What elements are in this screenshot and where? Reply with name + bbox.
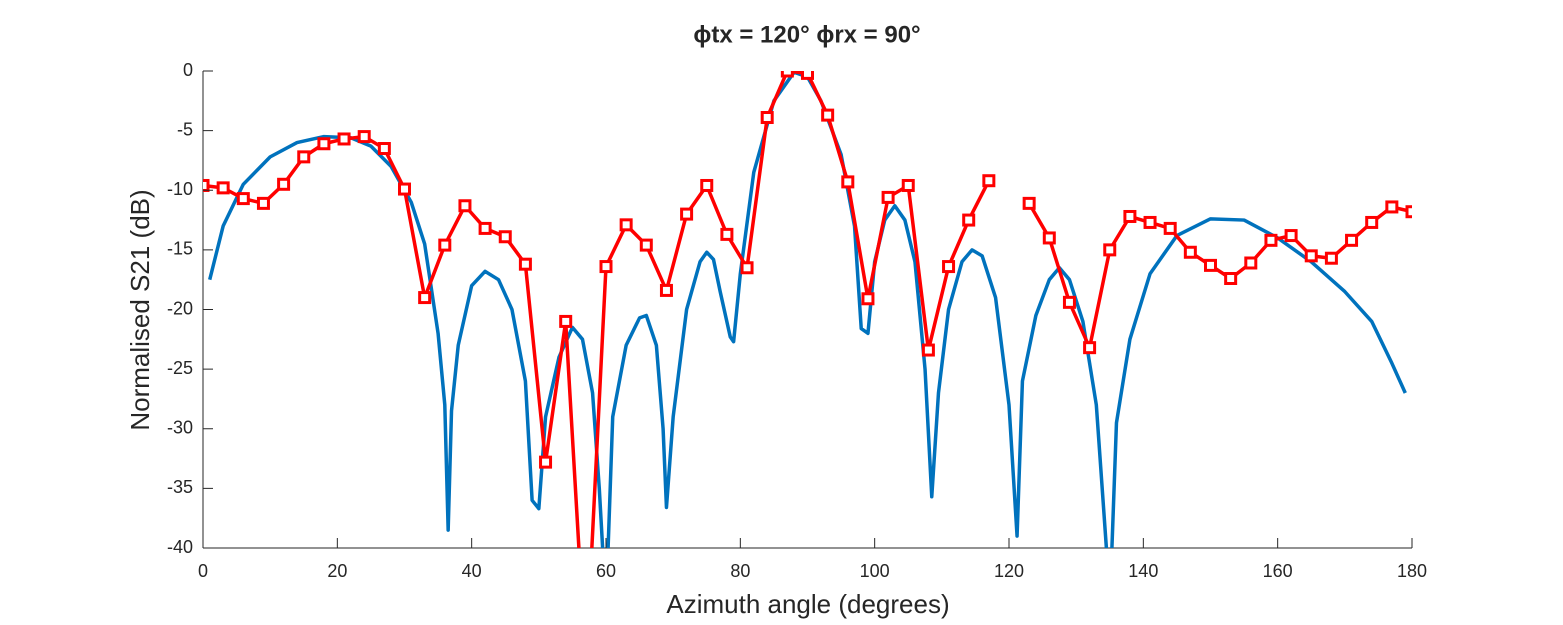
marker bbox=[539, 455, 553, 469]
x-tick-label: 80 bbox=[730, 561, 750, 581]
x-tick-label: 140 bbox=[1128, 561, 1158, 581]
marker bbox=[1143, 215, 1157, 229]
y-tick-label: 0 bbox=[183, 60, 193, 80]
marker bbox=[801, 71, 814, 80]
marker bbox=[982, 174, 996, 188]
y-tick-label: -10 bbox=[167, 179, 193, 199]
series-line bbox=[208, 71, 1407, 548]
marker bbox=[1183, 245, 1197, 259]
x-tick-label: 100 bbox=[860, 561, 890, 581]
marker bbox=[740, 261, 754, 275]
marker bbox=[680, 207, 694, 221]
y-tick-label: -30 bbox=[167, 418, 193, 438]
marker bbox=[1042, 231, 1056, 245]
marker bbox=[780, 71, 794, 78]
marker bbox=[357, 130, 371, 144]
chart-title: ϕtx = 120° ϕrx = 90° bbox=[693, 21, 920, 48]
y-axis-label: Normalised S21 (dB) bbox=[125, 189, 155, 430]
marker bbox=[619, 218, 633, 232]
y-tick-label: -5 bbox=[177, 119, 193, 139]
marker bbox=[962, 213, 976, 227]
marker bbox=[1204, 258, 1217, 272]
marker bbox=[1163, 221, 1177, 235]
marker bbox=[881, 190, 895, 204]
marker bbox=[841, 175, 855, 189]
x-axis-label: Azimuth angle (degrees) bbox=[666, 589, 949, 619]
marker bbox=[1324, 251, 1338, 265]
marker bbox=[1062, 295, 1076, 309]
marker bbox=[559, 314, 573, 328]
marker bbox=[277, 177, 291, 191]
marker bbox=[1022, 196, 1036, 210]
marker bbox=[438, 238, 452, 252]
marker bbox=[760, 111, 774, 125]
x-tick-label: 20 bbox=[327, 561, 347, 581]
y-tick-label: -20 bbox=[167, 298, 193, 318]
marker bbox=[599, 260, 613, 274]
marker bbox=[1385, 200, 1399, 214]
marker bbox=[1244, 256, 1258, 270]
marker bbox=[418, 291, 432, 305]
x-tick-label: 160 bbox=[1263, 561, 1293, 581]
marker bbox=[1304, 249, 1318, 263]
x-tick-label: 120 bbox=[994, 561, 1024, 581]
marker bbox=[639, 238, 653, 252]
marker bbox=[498, 230, 512, 244]
marker bbox=[942, 260, 956, 274]
marker bbox=[337, 132, 351, 146]
marker bbox=[1345, 233, 1359, 247]
marker bbox=[236, 192, 250, 206]
x-tick-label: 40 bbox=[462, 561, 482, 581]
marker bbox=[1224, 271, 1238, 285]
marker bbox=[317, 137, 331, 151]
marker bbox=[297, 150, 311, 164]
y-tick-label: -35 bbox=[167, 477, 193, 497]
marker bbox=[256, 196, 270, 210]
x-tick-label: 180 bbox=[1397, 561, 1427, 581]
marker bbox=[478, 221, 492, 235]
marker bbox=[720, 227, 734, 241]
marker bbox=[821, 108, 835, 122]
x-tick-label: 60 bbox=[596, 561, 616, 581]
y-tick-label: -25 bbox=[167, 358, 193, 378]
marker bbox=[921, 343, 935, 357]
x-tick-label: 0 bbox=[198, 561, 208, 581]
marker bbox=[1264, 233, 1278, 247]
marker bbox=[861, 292, 875, 306]
marker bbox=[216, 181, 230, 195]
marker bbox=[1405, 205, 1412, 219]
marker bbox=[1284, 229, 1298, 243]
marker bbox=[1083, 341, 1097, 355]
marker bbox=[1365, 215, 1379, 229]
marker bbox=[1123, 209, 1137, 223]
plot-area bbox=[203, 71, 1412, 548]
y-tick-label: -15 bbox=[167, 239, 193, 259]
marker bbox=[700, 178, 714, 192]
marker bbox=[518, 257, 532, 271]
marker bbox=[1103, 243, 1117, 257]
marker bbox=[458, 199, 472, 213]
marker bbox=[203, 178, 210, 192]
marker bbox=[901, 178, 915, 192]
y-tick-label: -40 bbox=[167, 537, 193, 557]
marker bbox=[377, 142, 391, 156]
marker bbox=[398, 182, 411, 196]
marker bbox=[659, 283, 673, 297]
